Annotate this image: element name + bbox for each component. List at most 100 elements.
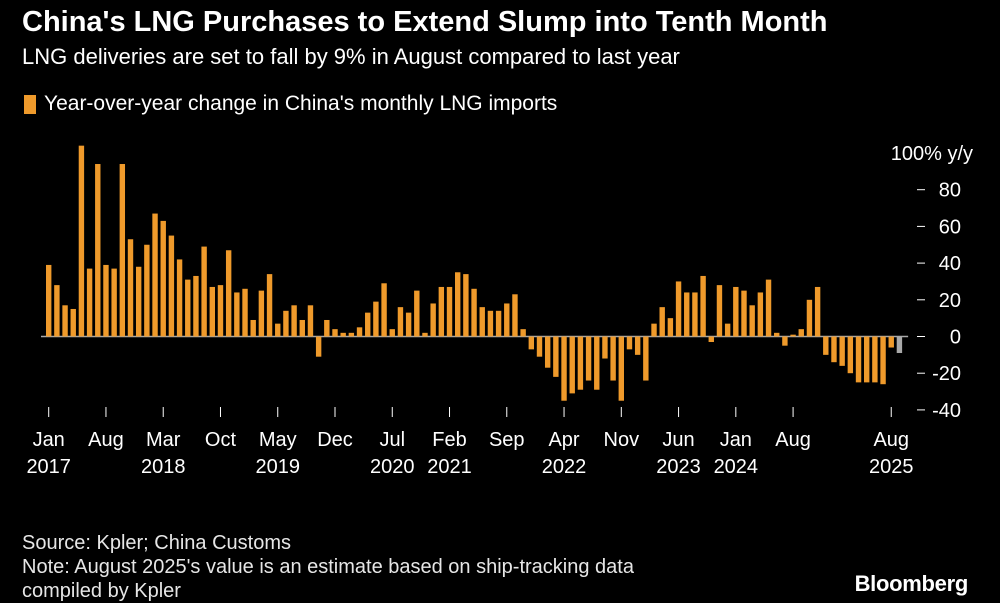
bar <box>643 336 649 381</box>
bar <box>757 292 764 337</box>
bar <box>455 272 461 337</box>
bar <box>389 329 395 337</box>
legend-swatch <box>24 94 36 114</box>
x-tick-label: Sep <box>489 429 525 451</box>
x-tick-year: 2022 <box>542 456 587 478</box>
bar <box>283 310 289 337</box>
bar <box>585 336 592 381</box>
bar <box>258 290 265 337</box>
bar <box>814 286 821 337</box>
bar <box>446 286 453 337</box>
bar <box>602 336 608 359</box>
bar <box>569 336 575 394</box>
bar <box>160 220 166 337</box>
note-text-line-1: Note: August 2025's value is an estimate… <box>22 556 634 578</box>
x-tick-label: Aug <box>775 429 811 451</box>
bar <box>741 290 747 337</box>
bar <box>855 336 862 383</box>
bar <box>536 336 543 357</box>
footer-notes: Source: Kpler; China Customs Note: Augus… <box>22 531 634 603</box>
bar <box>708 336 714 343</box>
bar <box>667 318 674 337</box>
x-tick-year: 2018 <box>141 456 186 478</box>
bar <box>405 312 412 337</box>
bar <box>86 268 93 337</box>
x-tick-label: Mar <box>146 429 181 451</box>
bar <box>577 336 584 390</box>
bar <box>790 334 796 337</box>
bar <box>250 319 256 337</box>
bar <box>348 332 355 337</box>
bar <box>381 283 387 337</box>
y-tick-label: -20 <box>932 363 961 385</box>
bar <box>307 305 314 337</box>
bar <box>774 332 780 337</box>
bar <box>487 310 494 337</box>
bar <box>553 336 559 377</box>
bar <box>176 259 183 337</box>
bar <box>225 250 232 337</box>
bloomberg-logo: Bloomberg <box>854 571 969 596</box>
y-tick-label: 40 <box>939 253 961 275</box>
bar <box>700 275 706 337</box>
bar <box>168 235 175 337</box>
bar <box>46 264 52 337</box>
bar <box>193 275 199 337</box>
bar <box>864 336 870 383</box>
bar <box>266 274 273 337</box>
x-tick-label: Jul <box>379 429 405 451</box>
bar <box>520 329 526 337</box>
y-tick-label: 80 <box>939 180 961 202</box>
bar <box>479 307 485 337</box>
bar <box>463 274 469 337</box>
bar <box>438 286 445 337</box>
bar <box>504 303 510 337</box>
bar <box>144 244 150 337</box>
bar <box>651 323 657 337</box>
bar <box>332 329 338 337</box>
bar <box>561 336 567 401</box>
bar <box>659 307 665 337</box>
x-tick-label: Nov <box>604 429 640 451</box>
bar <box>119 164 126 337</box>
bar <box>315 336 322 357</box>
x-tick-label: Aug <box>88 429 124 451</box>
bar <box>242 288 248 337</box>
bar <box>798 329 804 337</box>
chart-subtitle: LNG deliveries are set to fall by 9% in … <box>22 44 680 69</box>
bar <box>495 310 502 337</box>
bar <box>626 336 633 350</box>
bar <box>675 281 682 337</box>
bar <box>634 336 641 355</box>
x-tick-year: 2017 <box>26 456 71 478</box>
bar-estimate <box>896 336 903 354</box>
x-tick-year: 2023 <box>656 456 701 478</box>
bar <box>847 336 854 374</box>
bar <box>103 264 109 337</box>
x-tick-label: May <box>259 429 297 451</box>
bar <box>733 286 739 337</box>
bar <box>78 145 85 337</box>
bar <box>765 279 772 337</box>
x-tick-label: Jan <box>720 429 752 451</box>
bar <box>95 164 101 337</box>
bar <box>201 246 207 337</box>
y-tick-label: -40 <box>932 400 961 422</box>
bar <box>839 336 845 366</box>
bar <box>275 323 281 337</box>
x-tick-label: Apr <box>548 429 579 451</box>
bar <box>872 336 878 383</box>
x-tick-label: Jan <box>33 429 65 451</box>
legend: Year-over-year change in China's monthly… <box>24 92 557 116</box>
bar <box>880 336 886 385</box>
x-tick-label: Oct <box>205 429 237 451</box>
y-tick-label: 20 <box>939 290 961 312</box>
bar <box>340 332 346 337</box>
bar <box>111 268 117 337</box>
bar <box>209 286 215 337</box>
x-tick-year: 2024 <box>714 456 759 478</box>
x-tick-year: 2020 <box>370 456 415 478</box>
bar <box>831 336 837 363</box>
bar <box>185 279 191 337</box>
